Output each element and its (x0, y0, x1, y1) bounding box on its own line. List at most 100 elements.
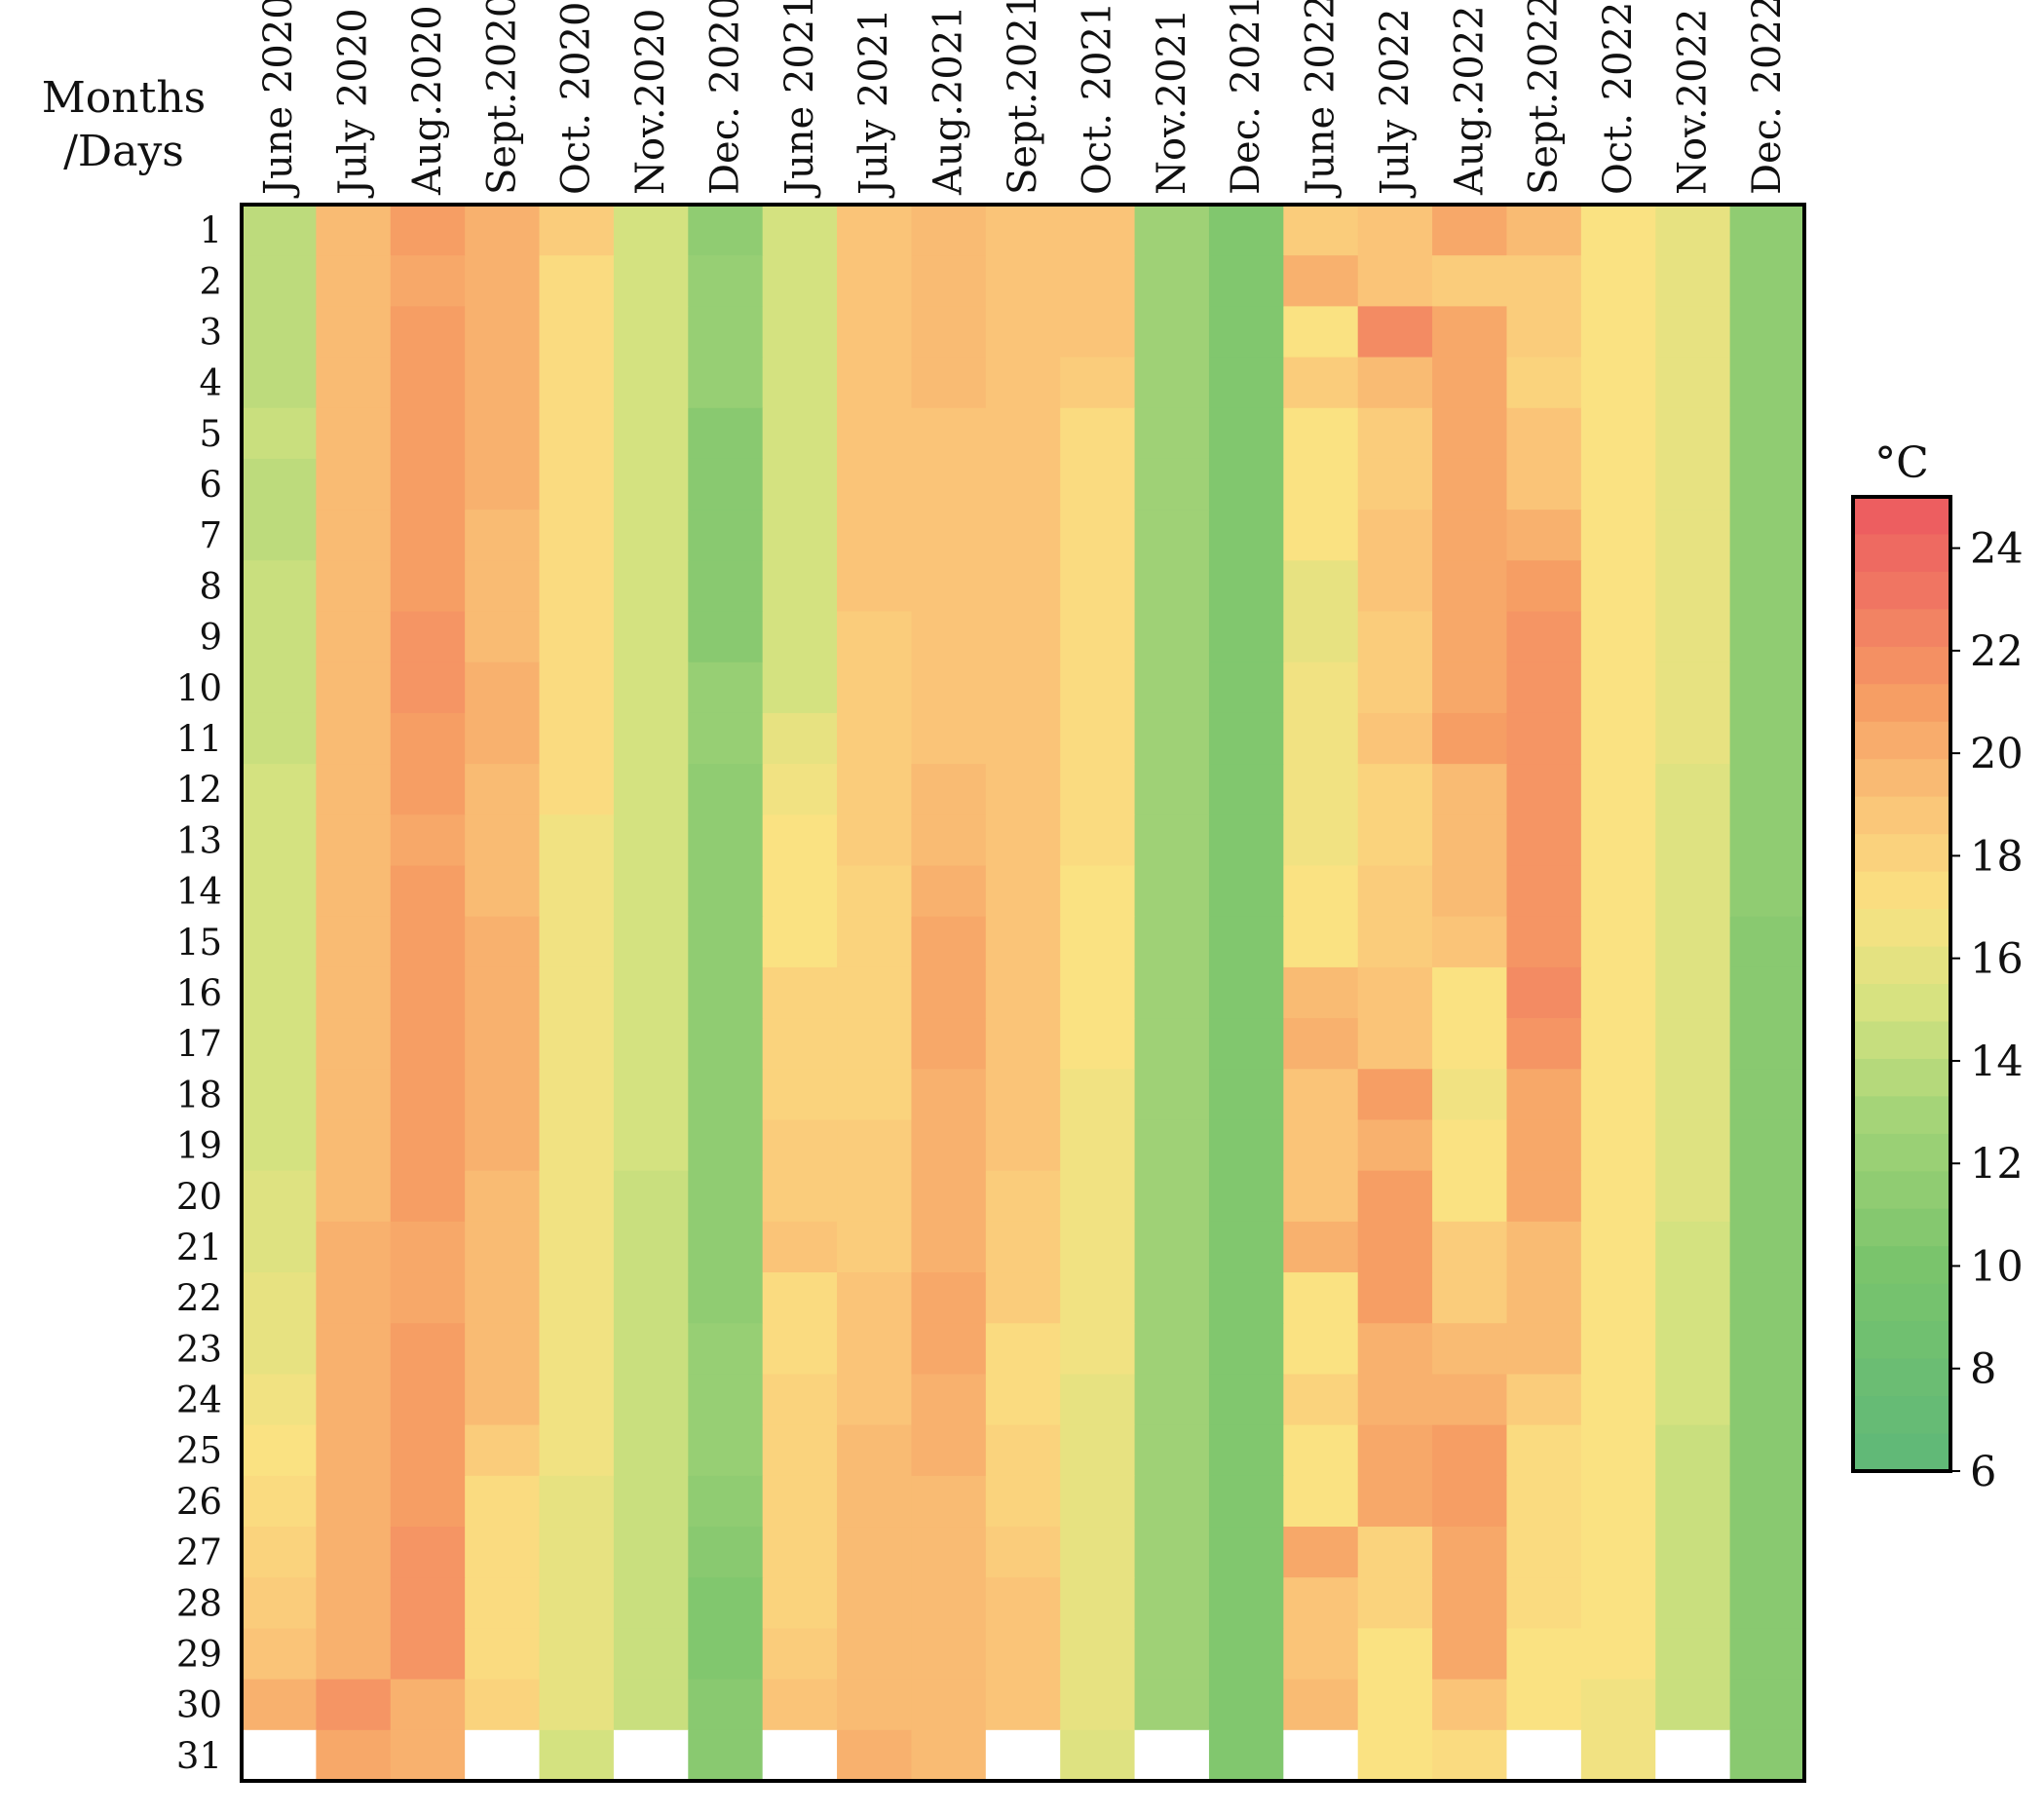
day-tick-label: 4 (199, 362, 222, 404)
heatmap-cell (465, 1729, 541, 1782)
heatmap-cell (688, 712, 764, 765)
heatmap-cell (539, 1018, 615, 1070)
heatmap-cell (242, 1069, 317, 1121)
heatmap-cell (1432, 1475, 1508, 1528)
heatmap-cell (1655, 306, 1731, 359)
heatmap-cell (1729, 560, 1805, 613)
heatmap-cell (1432, 712, 1508, 765)
heatmap-cell (1729, 458, 1805, 510)
day-tick-label: 14 (176, 871, 222, 913)
heatmap-cell (911, 1374, 987, 1426)
heatmap-cell (613, 966, 689, 1019)
colorbar-band (1853, 1246, 1950, 1285)
heatmap-cell (1655, 1679, 1731, 1731)
heatmap-cell (1134, 1221, 1210, 1273)
heatmap-cell (837, 865, 913, 918)
heatmap-cell (1655, 407, 1731, 460)
heatmap-cell (1655, 661, 1731, 714)
heatmap-cell (465, 1170, 541, 1223)
colorbar-ticks: 24 22 20 18 16 14 12 10 8 6 (1950, 525, 2024, 1496)
heatmap-cell (1060, 865, 1136, 918)
day-tick-label: 9 (199, 617, 222, 659)
heatmap-cell (1134, 1527, 1210, 1578)
heatmap-cell (1506, 1374, 1582, 1426)
heatmap-cell (1060, 1577, 1136, 1630)
heatmap-cell (1208, 712, 1284, 765)
heatmap-cell (1357, 205, 1433, 256)
heatmap-cell (911, 1323, 987, 1376)
heatmap-cell (1283, 255, 1359, 307)
heatmap-cell (1506, 1729, 1582, 1782)
heatmap-cell (1208, 306, 1284, 359)
heatmap-cell (985, 1069, 1061, 1121)
heatmap-cell (911, 1729, 987, 1782)
heatmap-cell (1208, 1323, 1284, 1376)
heatmap-cell (613, 1119, 689, 1172)
heatmap-cell (1357, 611, 1433, 663)
heatmap-cell (837, 661, 913, 714)
heatmap-cell (1432, 407, 1508, 460)
heatmap-cell (688, 966, 764, 1019)
heatmap-cell (1060, 611, 1136, 663)
heatmap-cell (1134, 1729, 1210, 1782)
heatmap-cell (1729, 510, 1805, 561)
day-tick-label: 30 (176, 1684, 222, 1726)
heatmap-cell (1506, 205, 1582, 256)
heatmap-cell (242, 1170, 317, 1223)
heatmap-cell (1432, 764, 1508, 815)
heatmap-cell (911, 1069, 987, 1121)
heatmap-cell (539, 1119, 615, 1172)
heatmap-cell (613, 1577, 689, 1630)
colorbar-band (1853, 1171, 1950, 1210)
heatmap-cell (1134, 764, 1210, 815)
heatmap-cell (1432, 1018, 1508, 1070)
heatmap-cell (1060, 1729, 1136, 1782)
colorbar-tick-label: 18 (1970, 832, 2024, 881)
heatmap-cell (1432, 1729, 1508, 1782)
heatmap-cell (1580, 560, 1656, 613)
heatmap-cell (1506, 255, 1582, 307)
heatmap-cell (762, 966, 838, 1019)
heatmap-cell (1283, 764, 1359, 815)
heatmap-cell (1060, 1424, 1136, 1477)
heatmap-cell (316, 1527, 392, 1578)
heatmap-cell (911, 407, 987, 460)
heatmap-cell (1729, 916, 1805, 968)
heatmap-cell (539, 458, 615, 510)
heatmap-cell (837, 1729, 913, 1782)
colorbar-band (1853, 1433, 1950, 1472)
heatmap-cell (390, 712, 466, 765)
heatmap-cell (465, 1374, 541, 1426)
heatmap-cell (1655, 1374, 1731, 1426)
heatmap-cell (465, 560, 541, 613)
heatmap-cell (837, 611, 913, 663)
colorbar-band (1853, 684, 1950, 723)
heatmap-cell (1506, 1170, 1582, 1223)
heatmap-cell (390, 1527, 466, 1578)
heatmap-cell (911, 1272, 987, 1324)
heatmap-cell (1208, 1018, 1284, 1070)
colorbar-band (1853, 646, 1950, 685)
heatmap-cell (539, 661, 615, 714)
heatmap-cell (1357, 764, 1433, 815)
day-tick-label: 22 (176, 1277, 222, 1319)
heatmap-cell (837, 1069, 913, 1121)
heatmap-cell (1357, 1729, 1433, 1782)
heatmap-cell (1580, 1729, 1656, 1782)
heatmap-cell (1283, 1527, 1359, 1578)
heatmap-cell (837, 1221, 913, 1273)
heatmap-cell (390, 916, 466, 968)
heatmap-cell (1506, 458, 1582, 510)
heatmap-cell (1134, 865, 1210, 918)
heatmap-cell (1655, 205, 1731, 256)
heatmap-cell (985, 1018, 1061, 1070)
heatmap-cell (837, 560, 913, 613)
heatmap-cell (613, 1527, 689, 1578)
month-tick-label: June 2022 (1299, 0, 1344, 199)
heatmap-cell (985, 1374, 1061, 1426)
colorbar-tick-label: 16 (1970, 935, 2024, 984)
heatmap-cell (1208, 1577, 1284, 1630)
heatmap-cell (1580, 916, 1656, 968)
heatmap-cell (539, 712, 615, 765)
heatmap-cell (390, 1577, 466, 1630)
